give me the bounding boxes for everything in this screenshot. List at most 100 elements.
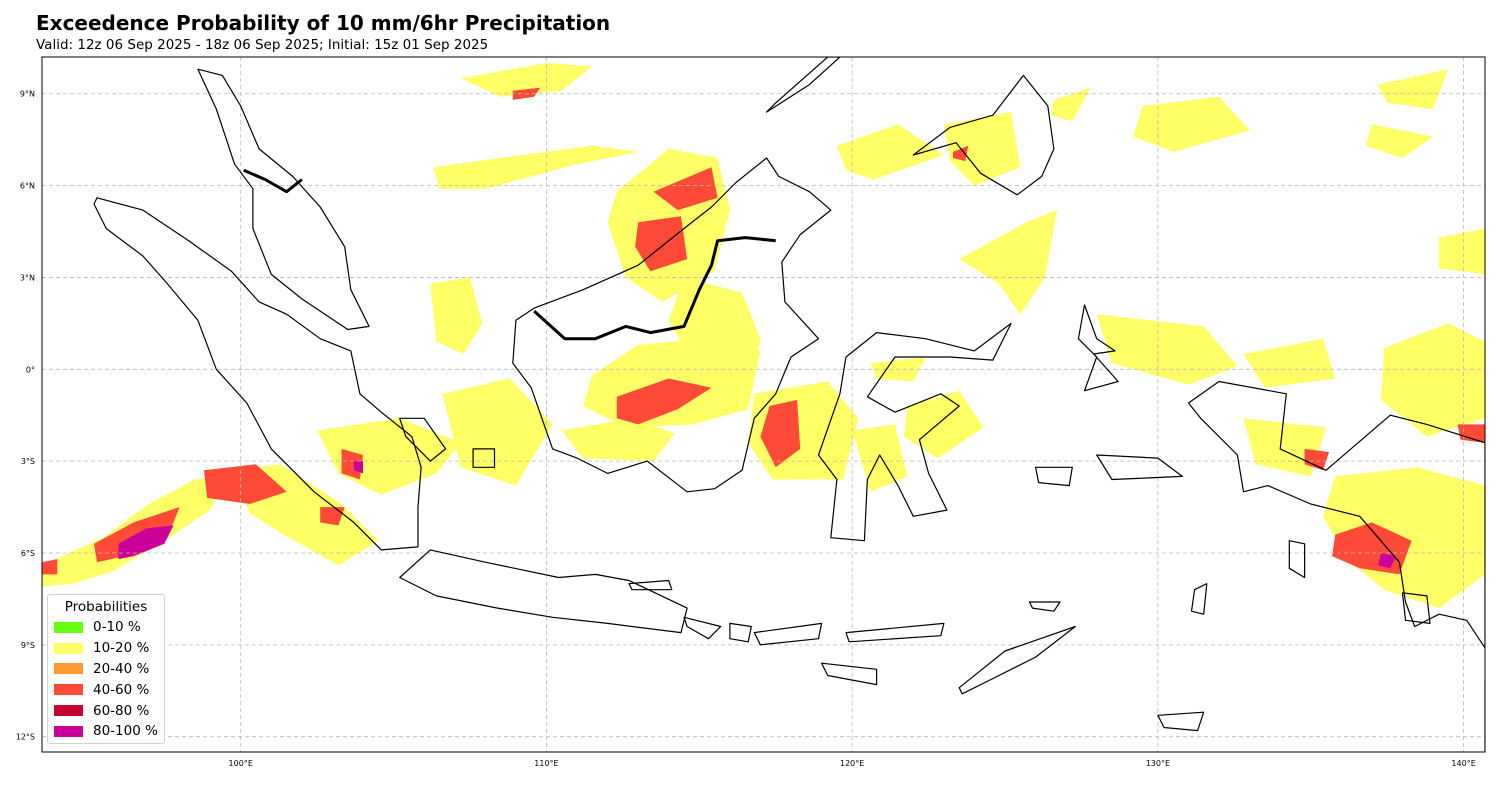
precip-area — [1439, 228, 1485, 275]
map-subtitle: Valid: 12z 06 Sep 2025 - 18z 06 Sep 2025… — [36, 37, 489, 53]
lat-tick-label: 3°S — [21, 457, 35, 466]
precip-area — [1378, 553, 1397, 569]
precip-area — [42, 559, 58, 575]
legend-item: 40-60 % — [48, 679, 164, 700]
precipitation-layer — [42, 63, 1485, 609]
map-frame — [41, 56, 1486, 753]
coastline-cape-york — [1484, 680, 1485, 752]
legend-label: 60-80 % — [93, 702, 150, 719]
precip-area — [433, 145, 639, 189]
coastline-madura — [628, 579, 673, 591]
precip-area — [341, 448, 363, 480]
legend-swatch — [54, 621, 83, 633]
coastline-seram — [1096, 454, 1183, 481]
precip-area — [118, 525, 174, 560]
precip-area — [836, 124, 944, 180]
legend-label: 20-40 % — [93, 660, 150, 677]
coastline-sumbawa — [753, 622, 823, 646]
coastline-malay-peninsula — [197, 68, 370, 331]
lat-tick-label: 6°S — [21, 549, 35, 558]
coastline-layer — [93, 57, 1485, 752]
precip-area — [1304, 448, 1330, 471]
precip-area — [353, 461, 363, 474]
coastline-bangka — [399, 417, 447, 462]
coastline-belitung — [472, 448, 496, 468]
coastline-bali — [683, 616, 722, 640]
legend-swatch — [54, 642, 83, 654]
precip-area — [430, 277, 483, 354]
precip-area — [1378, 69, 1449, 109]
precip-area — [616, 378, 712, 425]
lat-tick-label: 9°S — [21, 641, 35, 650]
borneo-border — [533, 236, 776, 341]
lon-tick-label: 130°E — [1146, 759, 1170, 768]
legend-item: 20-40 % — [48, 659, 164, 680]
precip-area — [442, 378, 553, 486]
legend-item: 10-20 % — [48, 638, 164, 659]
coastline-lombok — [729, 622, 752, 643]
legend-items: 0-10 % 10-20 % 20-40 % 40-60 % 60-80 % 80-100… — [48, 617, 164, 742]
coastline-mindanao — [912, 74, 1055, 196]
coastline-halmahera — [1077, 304, 1119, 392]
border-layer — [243, 168, 776, 341]
precip-area — [1133, 96, 1250, 152]
legend-title: Probabilities — [64, 599, 148, 615]
legend-swatch — [54, 684, 83, 696]
coastline-sulawesi — [817, 322, 1012, 542]
precip-area — [760, 399, 801, 468]
coastline-melville — [1157, 711, 1205, 732]
coastline-buru — [1034, 466, 1073, 487]
legend-label: 80-100 % — [93, 723, 158, 740]
coastline-aru — [1288, 540, 1306, 579]
lat-tick-label: 6°N — [20, 182, 35, 191]
precip-area — [1365, 124, 1433, 158]
precip-area — [1050, 87, 1091, 122]
precip-area — [1457, 424, 1485, 443]
precip-area — [1381, 323, 1485, 437]
lon-tick-label: 120°E — [840, 759, 864, 768]
precip-area — [953, 145, 969, 162]
precip-area — [943, 112, 1021, 186]
legend-item: 0-10 % — [48, 617, 164, 638]
coastline-tanimbar — [1190, 582, 1208, 615]
legend: Probabilities 0-10 % 10-20 % 20-40 % 40-60 … — [47, 594, 165, 744]
precip-area — [904, 390, 984, 459]
lat-tick-label: 3°N — [20, 273, 35, 282]
coastline-java — [399, 549, 688, 634]
coastline-flores — [845, 622, 945, 643]
lon-tick-label: 140°E — [1451, 759, 1475, 768]
coastline-borneo — [512, 157, 832, 493]
precip-area — [460, 63, 593, 97]
precip-area — [1096, 314, 1238, 385]
precip-area — [204, 464, 287, 504]
precip-area — [317, 418, 461, 495]
map-title: Exceedence Probability of 10 mm/6hr Prec… — [36, 11, 611, 35]
precip-area — [561, 418, 675, 462]
legend-swatch — [54, 663, 83, 675]
lat-tick-label: 0° — [26, 365, 35, 374]
axis-tick-labels: 100°E 110°E 120°E 130°E 140°E 9°N 6°N 3°N 0° 3°S 6… — [16, 90, 1476, 768]
legend-label: 0-10 % — [93, 619, 141, 636]
lat-tick-label: 12°S — [16, 733, 35, 742]
coastline-new-guinea — [1187, 380, 1485, 649]
legend-label: 10-20 % — [93, 640, 150, 657]
lon-tick-label: 110°E — [534, 759, 558, 768]
coastline-yos-sudarso — [1401, 592, 1431, 625]
legend-item: 60-80 % — [48, 700, 164, 721]
precip-area — [653, 167, 718, 211]
legend-swatch — [54, 705, 83, 717]
legend-label: 40-60 % — [93, 681, 150, 698]
lat-tick-label: 9°N — [20, 90, 35, 99]
precip-area — [320, 507, 345, 526]
precip-area — [1243, 338, 1336, 388]
coastline-timor — [958, 625, 1076, 695]
precip-area — [959, 210, 1057, 315]
coastline-sumba — [820, 662, 878, 686]
precip-area — [1243, 418, 1326, 477]
legend-swatch — [54, 725, 83, 737]
precip-area — [852, 424, 908, 492]
lon-tick-label: 100°E — [229, 759, 253, 768]
thai-malay-border — [243, 168, 303, 194]
coastline-palawan — [765, 57, 841, 113]
